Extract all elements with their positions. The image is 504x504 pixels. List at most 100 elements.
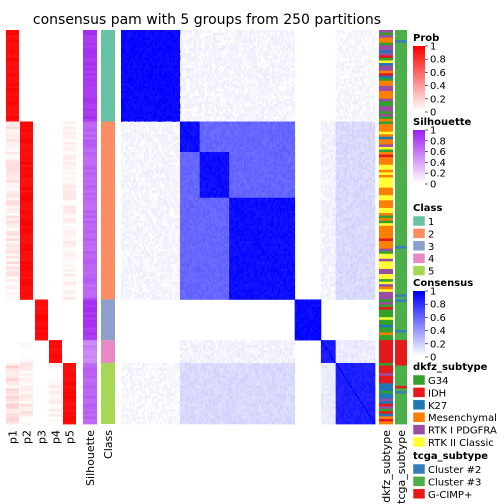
consensus-cell bbox=[371, 50, 374, 54]
consensus-cell bbox=[193, 103, 196, 107]
consensus-cell bbox=[248, 75, 251, 79]
consensus-cell bbox=[161, 42, 164, 46]
consensus-cell bbox=[127, 80, 130, 84]
consensus-cell bbox=[130, 32, 133, 36]
prob-cell bbox=[6, 195, 19, 199]
consensus-cell bbox=[125, 52, 128, 56]
consensus-cell bbox=[270, 121, 273, 125]
consensus-cell bbox=[353, 118, 356, 122]
consensus-cell bbox=[260, 70, 263, 74]
consensus-cell bbox=[234, 88, 237, 92]
consensus-cell bbox=[175, 103, 178, 107]
consensus-cell bbox=[186, 121, 189, 125]
consensus-cell bbox=[266, 80, 269, 84]
consensus-cell bbox=[266, 106, 269, 110]
consensus-cell bbox=[217, 103, 220, 107]
prob-cell bbox=[49, 352, 62, 356]
consensus-cell bbox=[178, 55, 181, 59]
consensus-cell bbox=[337, 134, 340, 138]
consensus-cell bbox=[137, 45, 140, 49]
consensus-cell bbox=[253, 50, 256, 54]
consensus-cell bbox=[235, 124, 238, 127]
consensus-cell bbox=[150, 68, 153, 72]
consensus-cell bbox=[342, 88, 345, 92]
consensus-cell bbox=[350, 57, 353, 61]
consensus-cell bbox=[153, 78, 156, 82]
consensus-cell bbox=[288, 57, 291, 61]
consensus-cell bbox=[139, 80, 142, 84]
consensus-cell bbox=[130, 57, 133, 61]
consensus-cell bbox=[193, 37, 196, 41]
consensus-cell bbox=[201, 45, 204, 49]
consensus-cell bbox=[139, 93, 142, 97]
consensus-cell bbox=[250, 37, 253, 41]
consensus-cell bbox=[176, 116, 179, 120]
consensus-cell bbox=[268, 40, 271, 44]
prob-cell bbox=[6, 179, 19, 183]
consensus-cell bbox=[153, 40, 156, 44]
consensus-cell bbox=[238, 73, 241, 77]
consensus-cell bbox=[152, 103, 155, 107]
consensus-cell bbox=[122, 42, 125, 46]
consensus-cell bbox=[147, 91, 150, 94]
consensus-cell bbox=[148, 45, 151, 49]
consensus-cell bbox=[207, 83, 210, 87]
consensus-cell bbox=[150, 40, 153, 44]
consensus-cell bbox=[216, 45, 219, 49]
consensus-cell bbox=[204, 116, 207, 120]
consensus-cell bbox=[207, 68, 210, 72]
consensus-cell bbox=[373, 96, 376, 99]
consensus-cell bbox=[353, 121, 356, 125]
consensus-cell bbox=[178, 40, 181, 44]
consensus-cell bbox=[199, 83, 202, 87]
consensus-cell bbox=[257, 106, 259, 110]
consensus-cell bbox=[150, 50, 153, 54]
consensus-cell bbox=[155, 40, 158, 44]
consensus-cell bbox=[242, 40, 245, 44]
consensus-cell bbox=[275, 91, 278, 94]
consensus-cell bbox=[345, 134, 348, 138]
consensus-cell bbox=[257, 68, 259, 72]
consensus-cell bbox=[153, 63, 156, 66]
consensus-cell bbox=[168, 60, 171, 64]
consensus-cell bbox=[245, 126, 248, 130]
consensus-cell bbox=[160, 73, 163, 77]
prob-cell bbox=[35, 332, 48, 336]
consensus-cell bbox=[253, 60, 256, 64]
consensus-cell bbox=[281, 124, 284, 127]
consensus-cell bbox=[178, 124, 181, 127]
consensus-cell bbox=[252, 118, 255, 122]
consensus-cell bbox=[271, 57, 274, 61]
consensus-cell bbox=[348, 75, 351, 79]
consensus-cell bbox=[363, 93, 366, 97]
consensus-cell bbox=[222, 91, 225, 94]
consensus-cell bbox=[261, 68, 264, 72]
consensus-cell bbox=[370, 52, 373, 56]
consensus-cell bbox=[142, 42, 145, 46]
consensus-cell bbox=[279, 78, 282, 82]
consensus-cell bbox=[286, 134, 289, 138]
consensus-cell bbox=[234, 111, 237, 115]
consensus-cell bbox=[178, 116, 181, 120]
prob-cell bbox=[6, 101, 19, 105]
consensus-cell bbox=[265, 134, 268, 138]
consensus-cell bbox=[193, 134, 196, 138]
consensus-cell bbox=[217, 57, 220, 61]
consensus-cell bbox=[340, 70, 343, 74]
consensus-cell bbox=[135, 106, 138, 110]
consensus-cell bbox=[263, 98, 266, 102]
consensus-cell bbox=[175, 91, 178, 94]
silhouette-cell bbox=[83, 350, 97, 354]
consensus-cell bbox=[173, 42, 176, 46]
consensus-cell bbox=[189, 134, 192, 138]
consensus-cell bbox=[152, 57, 155, 61]
consensus-cell bbox=[220, 45, 223, 49]
consensus-cell bbox=[129, 83, 132, 87]
consensus-cell bbox=[173, 85, 176, 89]
consensus-cell bbox=[342, 47, 345, 51]
consensus-cell bbox=[121, 134, 123, 138]
consensus-cell bbox=[129, 80, 132, 84]
consensus-cell bbox=[252, 131, 255, 135]
consensus-cell bbox=[217, 111, 220, 115]
silhouette-cell bbox=[83, 299, 97, 303]
